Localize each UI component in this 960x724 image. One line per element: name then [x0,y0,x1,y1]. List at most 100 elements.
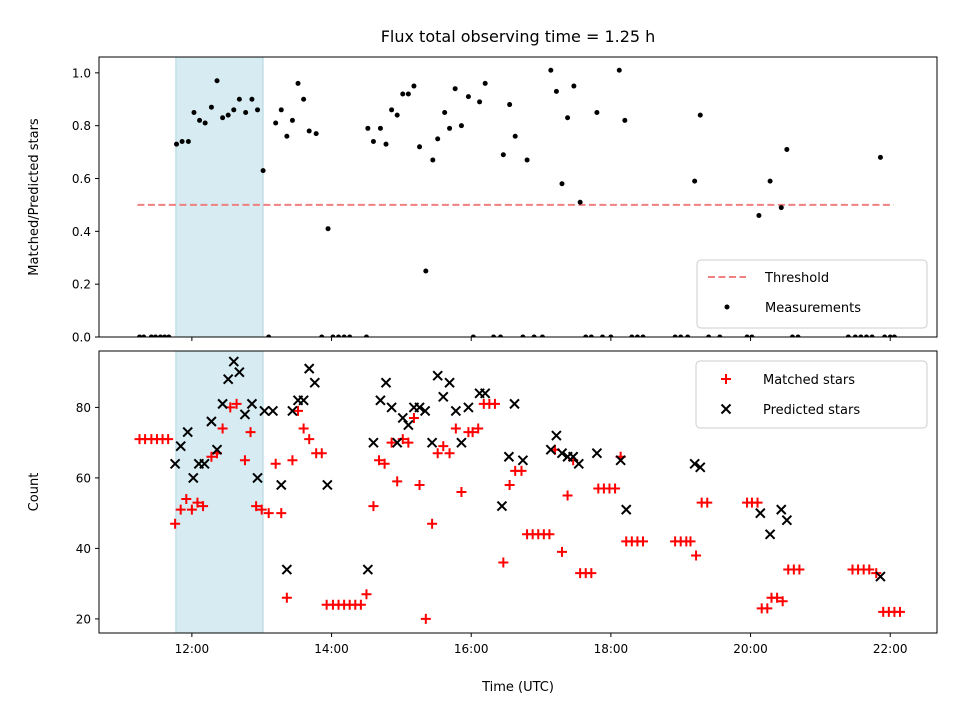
matched-point [386,437,397,448]
matched-point [276,508,287,519]
predicted-point [368,437,379,448]
matched-point [438,441,449,452]
measurement-point [148,334,154,337]
measurement-point [717,334,723,337]
predicted-point [781,514,793,526]
y-tick-label: 0.8 [72,119,91,133]
measurement-point [284,133,290,139]
legend-matched-label: Matched stars [763,373,855,388]
matched-point [691,550,702,561]
series-1 [134,398,905,624]
matched-point [293,405,304,416]
measurement-point [869,334,875,337]
measurement-point [153,334,159,337]
measurement-point [507,102,513,108]
predicted-point [591,448,603,459]
measurement-point [634,334,640,337]
x-tick-label: 12:00 [175,642,210,656]
matched-point [256,504,267,515]
plot-area [137,57,897,337]
predicted-point [234,366,245,378]
measurement-point [767,178,773,184]
series-2 [169,356,886,582]
matched-point [489,398,500,409]
legend-predicted-swatch [720,403,732,415]
legend-matched-swatch [721,374,731,384]
matched-point [504,479,515,490]
measurement-point [891,334,897,337]
matched-point [473,423,484,434]
y-axis-label: Count [27,473,42,512]
predicted-point [426,437,438,448]
measurement-point [565,115,571,121]
measurement-point [405,91,411,97]
measurement-point [678,334,684,337]
measurement-point [520,334,526,337]
predicted-point [188,472,199,484]
measurement-point [236,96,242,102]
measurement-point [524,157,530,163]
measurement-point [640,334,646,337]
predicted-point [309,377,320,388]
measurement-point [629,334,635,337]
matched-point [702,497,713,508]
measurement-point [577,199,583,205]
measurement-point [477,99,483,105]
measurement-point [887,334,893,337]
predicted-point [444,377,455,388]
predicted-point [322,479,333,491]
measurement-point [778,205,784,211]
predicted-point [298,395,309,406]
measurement-point [197,117,203,123]
measurement-point [744,334,750,337]
predicted-point [169,458,181,470]
matched-point [245,427,256,438]
y-tick-label: 60 [76,471,91,485]
legend-box [696,259,928,329]
matched-point [420,613,431,624]
matched-point [685,536,696,547]
measurement-point [491,334,497,337]
measurement-point [370,139,376,145]
predicted-point [615,455,626,466]
matched-point [181,494,192,505]
measurement-point [858,334,864,337]
predicted-point [380,377,392,388]
plot-area [134,351,905,633]
measurement-point [325,226,331,232]
x-tick-label: 16:00 [454,642,489,656]
predicted-point [397,412,408,424]
predicted-point [211,444,223,455]
measurement-point [301,96,307,102]
measurement-point [599,334,605,337]
legend-measurement-swatch [724,304,730,310]
axes-frame [98,350,938,634]
measurement-point [795,334,801,337]
measurement-point [191,109,197,115]
predicted-point [281,564,293,575]
predicted-point [222,373,234,385]
measurement-point [225,112,231,118]
measurement-point [571,83,577,89]
measurement-point [306,128,312,134]
measurement-point [685,334,691,337]
predicted-point [463,402,474,413]
measurement-point [389,107,395,113]
measurement-point [559,181,565,187]
measurement-point [157,334,163,337]
matched-point [361,589,372,600]
measurement-point [347,334,353,337]
predicted-point [875,571,886,582]
predicted-point [419,405,431,417]
measurement-point [470,334,476,337]
measurement-point [697,112,703,118]
measurement-point [214,78,220,84]
predicted-point [206,416,217,427]
measurement-point [553,88,559,94]
matched-point [231,398,242,409]
predicted-point [276,479,287,491]
matched-point [175,504,186,515]
matched-point [163,434,174,445]
y-tick-label: 40 [76,542,91,556]
